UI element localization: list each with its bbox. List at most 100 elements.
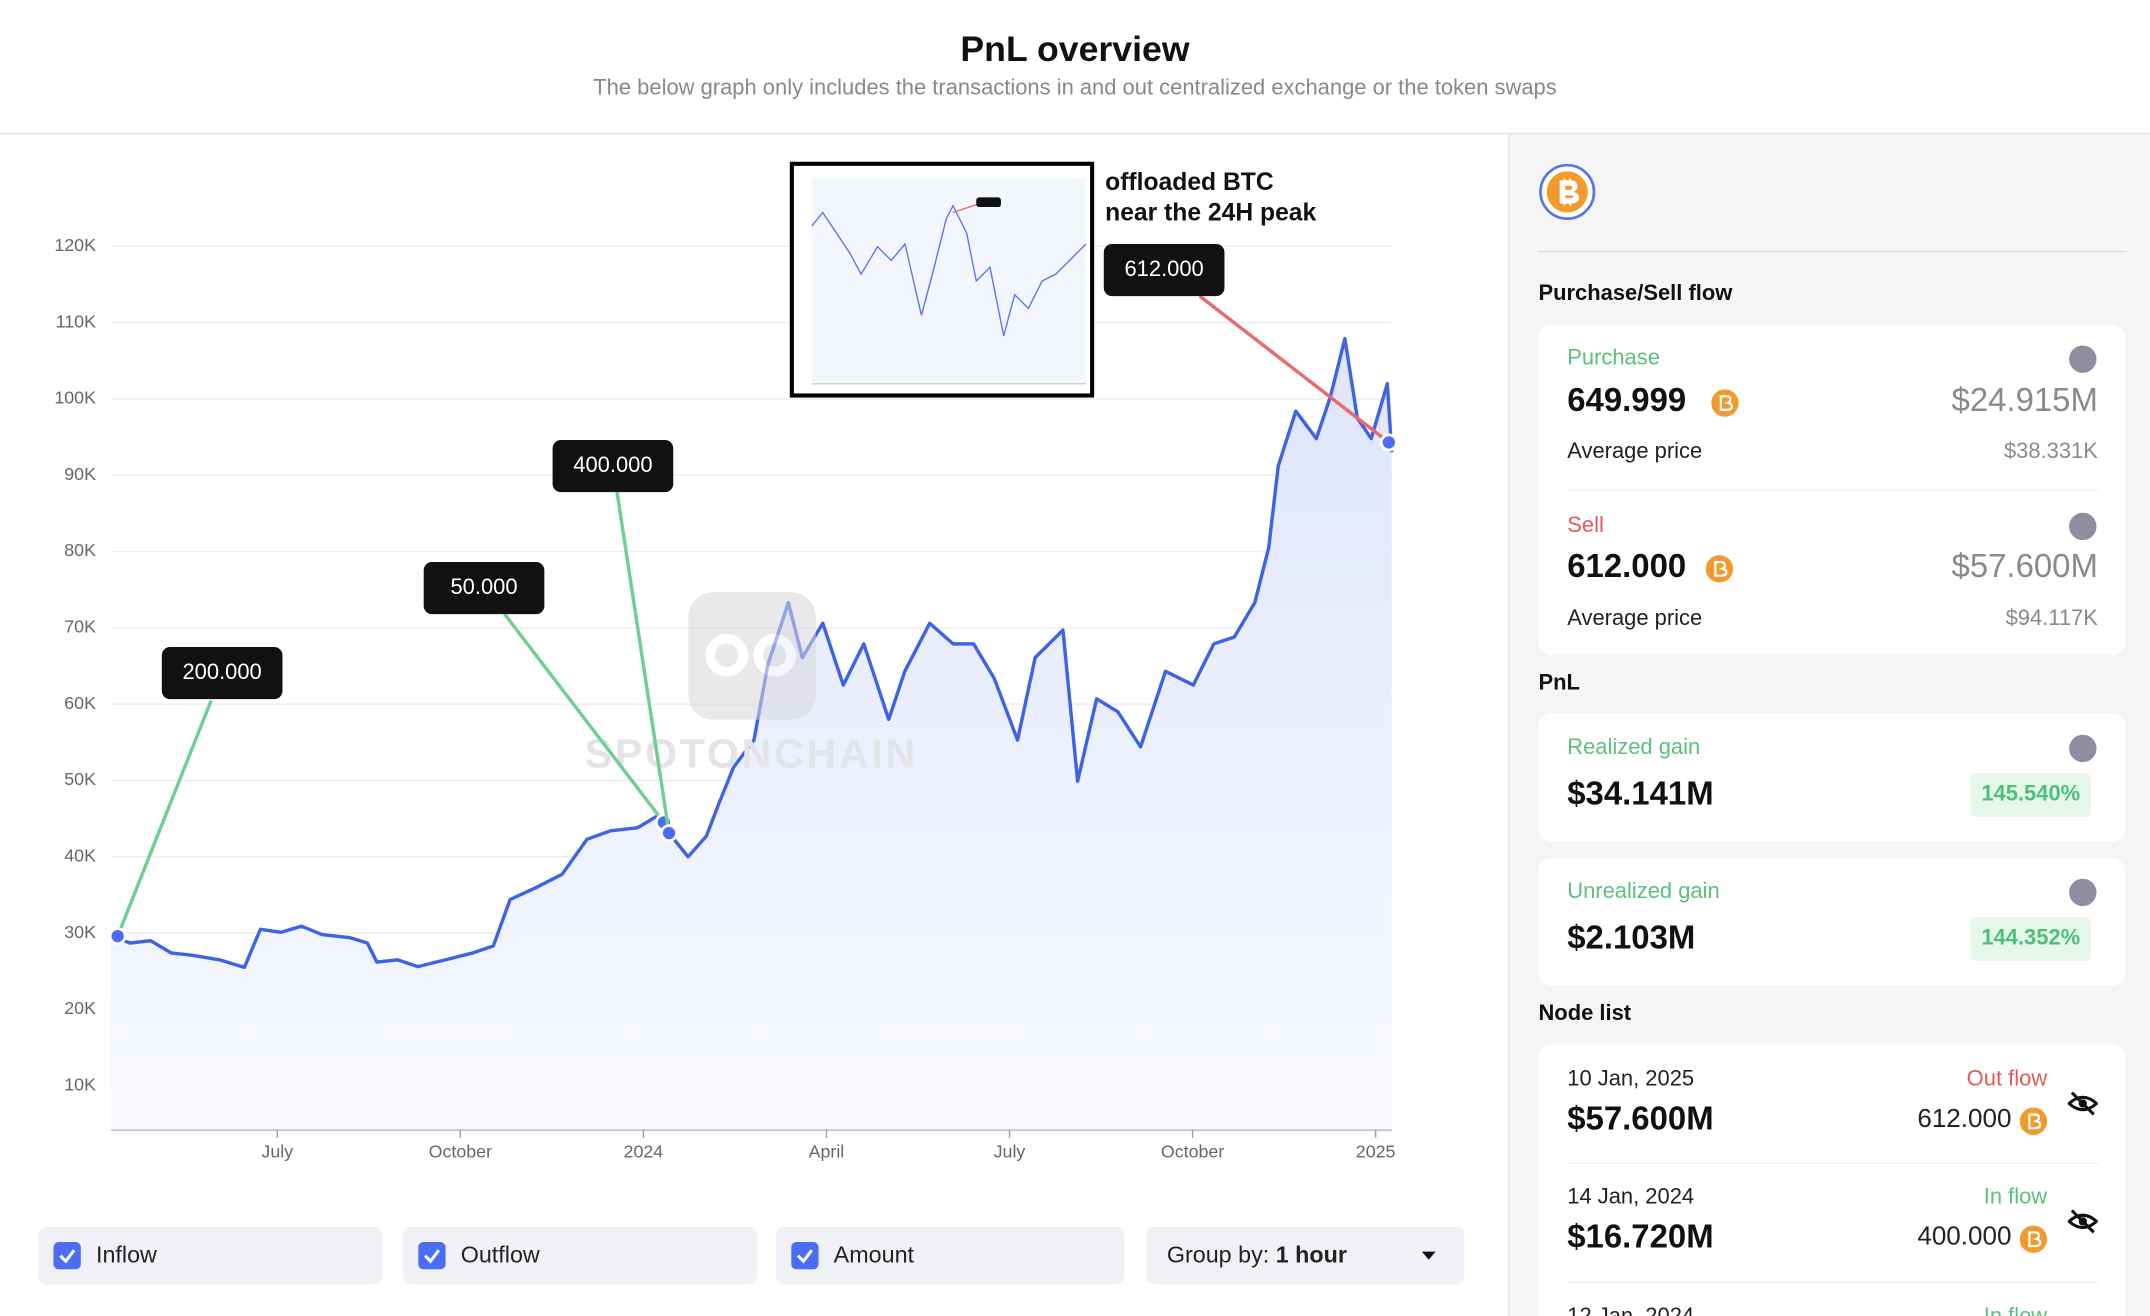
y-tick-label: 40K <box>64 845 96 865</box>
purchase-amount: 649.999 <box>1567 382 1687 420</box>
divider <box>1567 1281 2098 1284</box>
outflow-checkbox[interactable]: Outflow <box>403 1226 757 1285</box>
node-date: 10 Jan, 2025 <box>1567 1067 1695 1092</box>
purchase-label: Purchase <box>1567 346 1660 371</box>
node-amount: 612.000 <box>1917 1104 2012 1134</box>
gain-label: Realized gain <box>1567 736 1701 760</box>
btc-icon <box>1705 555 1734 583</box>
checkbox-label: Amount <box>833 1241 915 1269</box>
node-amount: 400.000 <box>1917 1222 2012 1252</box>
note-line: offloaded BTC <box>1105 169 1274 196</box>
avg-price-label: Average price <box>1567 607 1703 631</box>
x-tick-label: April <box>809 1142 845 1162</box>
section-title: Node list <box>1538 1002 1632 1026</box>
avg-price: $94.117K <box>2005 607 2098 631</box>
x-tick-label: October <box>1161 1142 1224 1162</box>
help-icon[interactable] <box>2069 512 2097 541</box>
annotation-box <box>423 562 545 615</box>
annotation-connector <box>116 699 213 937</box>
annotation-label: 200.000 <box>182 659 261 684</box>
node-date: 14 Jan, 2024 <box>1567 1185 1695 1210</box>
gain-label: Unrealized gain <box>1567 880 1720 904</box>
inflow-checkbox[interactable]: Inflow <box>38 1226 383 1285</box>
watermark-logo <box>688 592 816 720</box>
node-usd: $57.600M <box>1567 1100 1714 1138</box>
hide-toggle[interactable] <box>2067 1091 2098 1116</box>
y-tick-label: 80K <box>64 540 96 560</box>
y-tick-label: 100K <box>54 388 96 408</box>
sell-usd: $57.600M <box>1951 548 2098 586</box>
section-title: PnL <box>1538 671 1580 696</box>
annotation-box <box>1103 244 1225 297</box>
checkbox-icon <box>53 1241 81 1270</box>
node-flow: In flow <box>1984 1305 2047 1316</box>
dropdown-label: Group by: 1 hour <box>1167 1242 1347 1269</box>
node-flow: Out flow <box>1966 1067 2048 1092</box>
help-icon[interactable] <box>2069 345 2097 373</box>
x-tick-label: July <box>261 1142 293 1162</box>
y-tick-label: 120K <box>54 235 96 255</box>
annotation-dot <box>1379 433 1398 452</box>
btc-icon <box>2019 1225 2048 1253</box>
gain-value: $2.103M <box>1567 919 1696 957</box>
node-flow: In flow <box>1983 1185 2048 1210</box>
section-title: Purchase/Sell flow <box>1538 282 1733 306</box>
annotation-connector <box>615 491 671 834</box>
y-tick-label: 70K <box>64 617 96 637</box>
plot: 10K 20K 30K 40K 50K 60K 70K 80K 90K 100K 110K 120K J… <box>54 235 1395 1162</box>
annotation-label: 400.000 <box>573 452 652 477</box>
chart: 10K 20K 30K 40K 50K 60K 70K 80K 90K 100K 110K 120K J… <box>54 161 1398 1162</box>
checkbox-icon <box>791 1241 819 1270</box>
node-card <box>1538 1044 2126 1316</box>
y-tick-label: 30K <box>64 922 96 942</box>
purchase-usd: $24.915M <box>1951 382 2098 420</box>
x-tick-label: 2025 <box>1356 1142 1396 1162</box>
group-by-value: 1 hour <box>1275 1241 1347 1269</box>
y-tick-label: 90K <box>64 464 96 484</box>
avg-price: $38.331K <box>2003 440 2098 464</box>
annotation-label: 50.000 <box>450 574 517 599</box>
divider <box>1567 489 2098 491</box>
node-date: 12 Jan, 2024 <box>1567 1305 1694 1316</box>
token-icon <box>1539 163 1596 221</box>
annotation-box <box>552 440 674 493</box>
help-icon[interactable] <box>2069 734 2097 763</box>
y-tick-label: 50K <box>64 769 96 789</box>
page-title: PnL overview <box>960 28 1190 70</box>
group-by-label: Group by: <box>1166 1241 1270 1269</box>
annotation-connector <box>1198 294 1390 444</box>
annotation-label: 612.000 <box>1124 256 1203 281</box>
y-tick-label: 10K <box>64 1074 96 1094</box>
y-tick-label: 60K <box>64 693 96 713</box>
inset-thumbnail <box>789 161 1095 398</box>
node-usd: $16.720M <box>1567 1218 1714 1256</box>
gain-percent: 144.352% <box>1970 917 2092 961</box>
annotation-dot <box>660 824 678 843</box>
sell-label: Sell <box>1567 514 1604 538</box>
x-tick-label: October <box>429 1142 492 1162</box>
page-subtitle: The below graph only includes the transa… <box>593 76 1557 101</box>
checkbox-icon <box>418 1241 446 1270</box>
annotation-dot <box>108 927 127 946</box>
note-line: near the 24H peak <box>1105 199 1316 226</box>
gain-value: $34.141M <box>1567 775 1714 813</box>
y-tick-label: 20K <box>64 998 96 1018</box>
gain-percent: 145.540% <box>1970 773 2092 818</box>
group-by-dropdown[interactable]: Group by: 1 hour <box>1146 1226 1465 1285</box>
checkbox-label: Inflow <box>95 1241 157 1269</box>
x-tick-label: 2024 <box>624 1142 664 1162</box>
area <box>111 338 1392 1130</box>
divider <box>1538 250 2126 253</box>
help-icon[interactable] <box>2069 878 2097 907</box>
y-tick-label: 110K <box>56 311 96 331</box>
btc-icon <box>2019 1107 2048 1136</box>
amount-checkbox[interactable]: Amount <box>776 1226 1125 1285</box>
avg-price-label: Average price <box>1567 440 1703 464</box>
divider <box>0 132 2150 135</box>
annotation-box <box>161 647 283 700</box>
btc-icon <box>1711 389 1739 417</box>
x-tick-label: July <box>994 1142 1026 1162</box>
hide-toggle[interactable] <box>2067 1209 2098 1234</box>
divider <box>1567 1162 2098 1164</box>
